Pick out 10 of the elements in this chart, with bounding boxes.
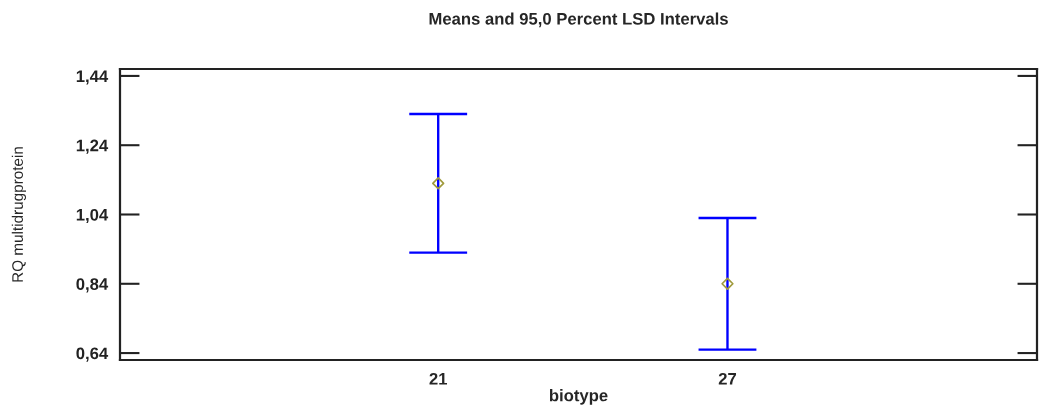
x-tick-label: 27 — [718, 372, 737, 385]
y-tick-label: 0,84 — [76, 278, 109, 293]
chart-title: Means and 95,0 Percent LSD Intervals — [429, 12, 728, 28]
y-tick-label: 1,04 — [76, 208, 109, 224]
x-axis-title: biotype — [549, 389, 608, 405]
x-tick-label: 21 — [429, 372, 448, 385]
y-tick-label: 1,24 — [76, 139, 109, 154]
y-tick-label: 1,44 — [76, 70, 109, 85]
y-axis-title: RQ multidrugprotein — [11, 147, 27, 282]
y-tick-label: 0,64 — [76, 347, 109, 362]
